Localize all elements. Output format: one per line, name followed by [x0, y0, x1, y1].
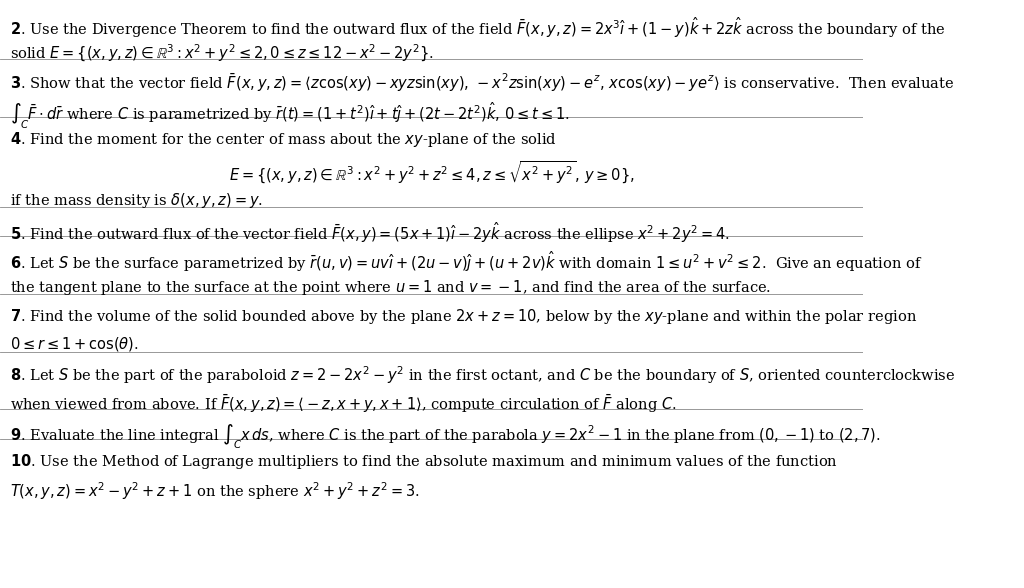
- Text: $T(x,y,z) = x^2 - y^2 + z + 1$ on the sphere $x^2 + y^2 + z^2 = 3$.: $T(x,y,z) = x^2 - y^2 + z + 1$ on the sp…: [10, 480, 420, 502]
- Text: $\mathbf{10}$. Use the Method of Lagrange multipliers to find the absolute maxim: $\mathbf{10}$. Use the Method of Lagrang…: [10, 452, 839, 470]
- Text: $\mathbf{7}$. Find the volume of the solid bounded above by the plane $2x + z = : $\mathbf{7}$. Find the volume of the sol…: [10, 307, 918, 326]
- Text: $\mathbf{4}$. Find the moment for the center of mass about the $xy$-plane of the: $\mathbf{4}$. Find the moment for the ce…: [10, 130, 557, 149]
- Text: $\mathbf{2}$. Use the Divergence Theorem to find the outward flux of the field $: $\mathbf{2}$. Use the Divergence Theorem…: [10, 15, 946, 39]
- Text: $\mathbf{9}$. Evaluate the line integral $\int_C x\,ds$, where $C$ is the part o: $\mathbf{9}$. Evaluate the line integral…: [10, 422, 882, 451]
- Text: $\mathbf{6}$. Let $S$ be the surface parametrized by $\bar{r}(u,v) = uv\hat{\ima: $\mathbf{6}$. Let $S$ be the surface par…: [10, 249, 923, 274]
- Text: $\mathbf{5}$. Find the outward flux of the vector field $\bar{F}(x,y) = (5x+1)\h: $\mathbf{5}$. Find the outward flux of t…: [10, 220, 730, 245]
- Text: $E = \{(x,y,z) \in \mathbb{R}^3 : x^2 + y^2 + z^2 \leq 4, z \leq \sqrt{x^2+y^2},: $E = \{(x,y,z) \in \mathbb{R}^3 : x^2 + …: [228, 159, 634, 186]
- Text: $\mathbf{3}$. Show that the vector field $\bar{F}(x,y,z) = \langle z\cos(xy) - x: $\mathbf{3}$. Show that the vector field…: [10, 72, 954, 94]
- Text: $\int_C \bar{F} \cdot d\bar{r}$ where $C$ is parametrized by $\bar{r}(t) = (1+t^: $\int_C \bar{F} \cdot d\bar{r}$ where $C…: [10, 101, 570, 131]
- Text: solid $E = \{(x,y,z) \in \mathbb{R}^3 : x^2 + y^2 \leq 2, 0 \leq z \leq 12 - x^2: solid $E = \{(x,y,z) \in \mathbb{R}^3 : …: [10, 43, 434, 64]
- Text: $0 \leq r \leq 1 + \cos(\theta)$.: $0 \leq r \leq 1 + \cos(\theta)$.: [10, 335, 139, 353]
- Text: when viewed from above. If $\bar{F}(x,y,z) = \langle -z, x+y, x+1\rangle$, compu: when viewed from above. If $\bar{F}(x,y,…: [10, 393, 677, 415]
- Text: if the mass density is $\delta(x,y,z) = y$.: if the mass density is $\delta(x,y,z) = …: [10, 191, 263, 209]
- Text: the tangent plane to the surface at the point where $u = 1$ and $v = -1$, and fi: the tangent plane to the surface at the …: [10, 278, 771, 296]
- Text: $\mathbf{8}$. Let $S$ be the part of the paraboloid $z = 2 - 2x^2 - y^2$ in the : $\mathbf{8}$. Let $S$ be the part of the…: [10, 365, 955, 386]
